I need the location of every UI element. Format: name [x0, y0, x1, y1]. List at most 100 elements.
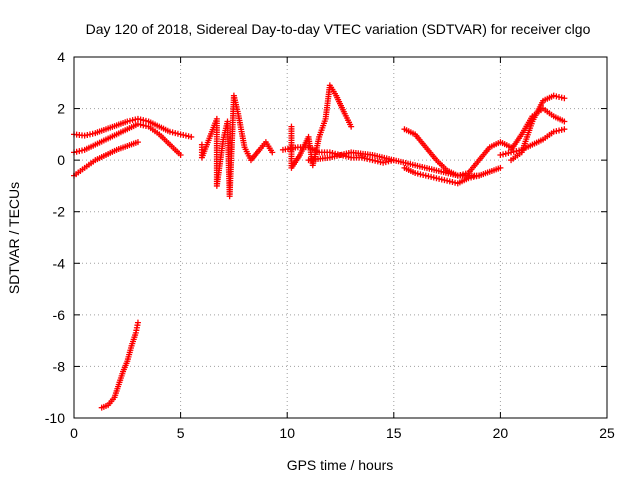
data-point-fill — [122, 119, 129, 126]
y-tick-label: -6 — [53, 307, 66, 323]
data-point-fill — [331, 90, 338, 97]
data-point-fill — [100, 153, 107, 160]
x-tick-label: 20 — [493, 425, 509, 441]
data-point-fill — [234, 108, 241, 115]
data-point-fill — [292, 144, 299, 151]
x-tick-label: 5 — [177, 425, 185, 441]
data-point-fill — [175, 150, 182, 157]
data-point-fill — [537, 137, 544, 144]
y-tick-label: -4 — [53, 255, 66, 271]
grid — [74, 57, 607, 418]
data-point-fill — [111, 132, 118, 139]
data-point-fill — [111, 147, 118, 154]
data-point-fill — [89, 130, 96, 137]
data-point-fill — [517, 133, 524, 140]
data-point-fill — [409, 169, 416, 176]
chart-title: Day 120 of 2018, Sidereal Day-to-day VTE… — [86, 21, 591, 37]
data-point-fill — [185, 133, 192, 140]
data-point-fill — [558, 94, 565, 101]
axis-ticks: 0 5 10 15 20 25 -10 -8 -6 -4 -2 0 2 4 — [45, 49, 615, 441]
data-point-fill — [340, 108, 347, 115]
data-point-fill — [474, 158, 481, 165]
data-point-fill — [115, 383, 122, 390]
data-point-fill — [356, 154, 363, 161]
data-point-fill — [548, 111, 555, 118]
data-point-fill — [142, 122, 149, 129]
data-point-fill — [90, 158, 97, 165]
data-point-fill — [388, 156, 395, 163]
y-tick-label: -8 — [53, 358, 66, 374]
data-point-fill — [123, 360, 130, 367]
x-tick-label: 15 — [386, 425, 402, 441]
data-point-fill — [154, 129, 161, 136]
data-point-fill — [473, 173, 480, 180]
data-point-fill — [495, 165, 502, 172]
data-point-fill — [367, 151, 374, 158]
data-point-fill — [485, 146, 492, 153]
data-point-fill — [431, 166, 438, 173]
data-point-fill — [109, 396, 116, 403]
data-point-fill — [122, 127, 129, 134]
data-point-fill — [295, 153, 302, 160]
data-point-fill — [441, 177, 448, 184]
data-point-fill — [122, 143, 129, 150]
data-point-fill — [100, 137, 107, 144]
y-tick-label: 2 — [57, 101, 65, 117]
x-axis-label: GPS time / hours — [287, 457, 394, 473]
data-point-fill — [462, 170, 469, 177]
data-point-fill — [548, 130, 555, 137]
data-point-fill — [324, 149, 331, 156]
data-point-fill — [142, 117, 149, 124]
data-point-fill — [267, 147, 274, 154]
data-point-fill — [442, 165, 449, 172]
data-point-fill — [102, 402, 109, 409]
plot-frame — [73, 56, 608, 419]
data-point-fill — [516, 147, 523, 154]
data-point-fill — [559, 117, 566, 124]
data-point-fill — [127, 345, 134, 352]
data-point-fill — [165, 139, 172, 146]
data-point-fill — [119, 370, 126, 377]
data-point-fill — [314, 148, 321, 155]
data-point-fill — [132, 332, 139, 339]
data-point-fill — [79, 166, 86, 173]
data-point-fill — [90, 142, 97, 149]
data-point-fill — [315, 136, 322, 143]
data-point-fill — [174, 130, 181, 137]
y-tick-label: -10 — [45, 410, 65, 426]
data-point-fill — [538, 99, 545, 106]
x-tick-label: 0 — [70, 425, 78, 441]
data-point-fill — [421, 142, 428, 149]
data-point-fill — [164, 127, 171, 134]
y-tick-label: 4 — [57, 49, 65, 65]
data-point-fill — [321, 118, 328, 125]
data-point-fill — [78, 147, 85, 154]
y-axis-label: SDTVAR / TECUs — [6, 182, 22, 294]
x-tick-label: 10 — [279, 425, 295, 441]
data-point-fill — [324, 154, 331, 161]
data-point-fill — [132, 116, 139, 123]
data-point-fill — [111, 123, 118, 130]
data-point-fill — [132, 139, 139, 146]
data-point-fill — [377, 159, 384, 166]
data-point-fill — [255, 148, 262, 155]
data-point-fill — [420, 171, 427, 178]
y-tick-label: 0 — [57, 152, 65, 168]
data-point-fill — [528, 115, 535, 122]
data-point-fill — [527, 142, 534, 149]
data-point-fill — [134, 322, 141, 329]
data-point-fill — [463, 176, 470, 183]
data-point-fill — [558, 126, 565, 133]
data-points — [71, 82, 568, 411]
data-point-fill — [154, 122, 161, 129]
data-point-fill — [347, 121, 354, 128]
data-point-fill — [430, 174, 437, 181]
data-point-fill — [302, 144, 309, 151]
data-point-fill — [78, 132, 85, 139]
data-point-fill — [241, 142, 248, 149]
data-point-fill — [431, 155, 438, 162]
data-point-fill — [100, 126, 107, 133]
x-tick-label: 25 — [599, 425, 615, 441]
